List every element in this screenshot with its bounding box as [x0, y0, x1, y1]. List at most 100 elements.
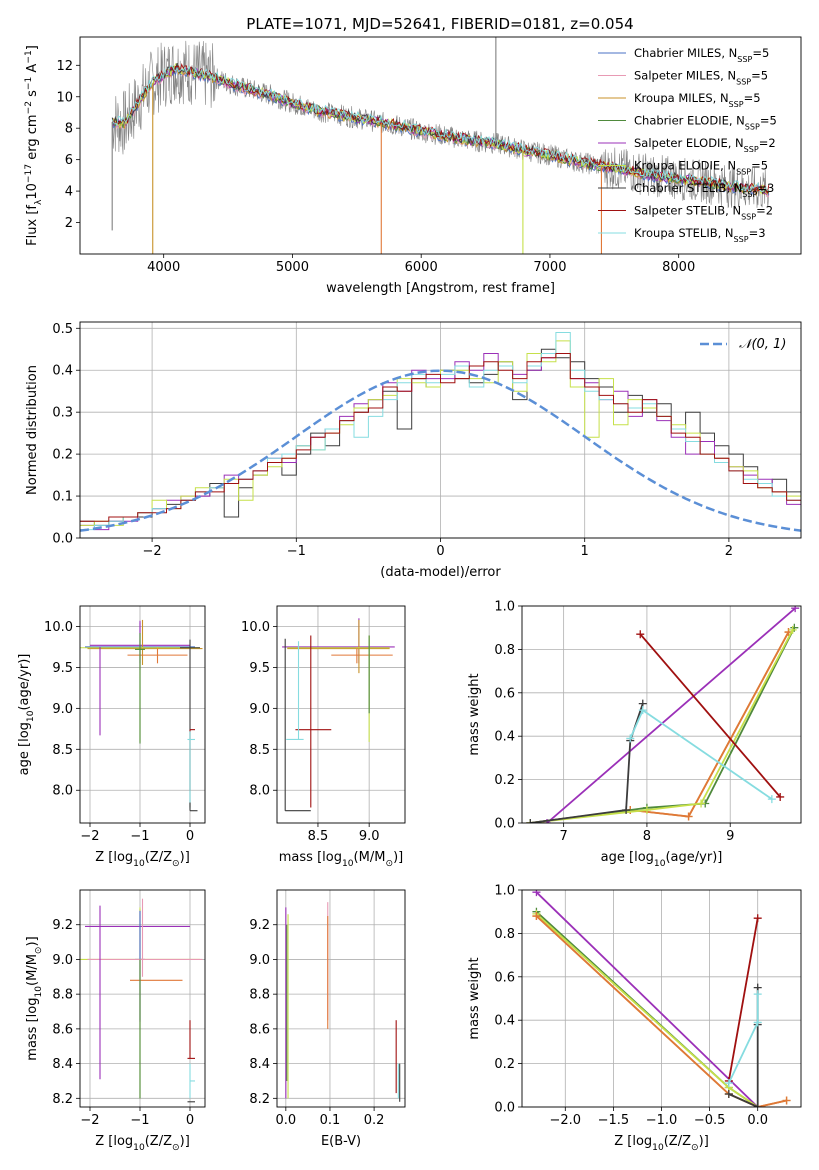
- y-tick-label: 0.3: [52, 406, 73, 421]
- weight-series-line: [535, 913, 759, 1107]
- plus-marker: [753, 990, 762, 999]
- axes-frame: [521, 889, 802, 1108]
- x-tick-label: −1: [130, 1113, 149, 1128]
- plot-area: [526, 606, 800, 823]
- axes-frame: [79, 889, 206, 1108]
- weight-series-line: [639, 633, 781, 798]
- x-tick-label: 9.0: [359, 829, 380, 844]
- x-tick-label: 0: [186, 829, 194, 844]
- x-axis-label: Z [log10(Z/Z⊙)]: [95, 850, 190, 869]
- weight-series-line: [727, 918, 759, 1082]
- y-tick-label: 12: [56, 59, 73, 74]
- y-axis-label: age [log10(age/yr)]: [17, 654, 36, 776]
- weight-series-line: [530, 631, 790, 823]
- plus-marker: [724, 1079, 733, 1088]
- x-axis-label: E(B-V): [321, 1134, 361, 1149]
- y-axis-label: Normed distribution: [25, 365, 40, 495]
- plus-marker: [636, 630, 645, 639]
- y-tick-label: 0.0: [494, 1101, 515, 1116]
- y-axis-label: mass weight: [467, 957, 482, 1039]
- weight-series-line: [530, 629, 794, 823]
- y-tick-label: 10: [56, 90, 73, 105]
- y-tick-label: 4: [65, 185, 73, 200]
- plot-area: [111, 37, 770, 254]
- weight-series-line: [535, 911, 759, 1107]
- histogram-step: [80, 353, 801, 531]
- axes-frame: [276, 605, 406, 824]
- axes-frame: [521, 605, 802, 824]
- y-tick-label: 0.6: [494, 970, 515, 985]
- mass-vs-metallicity-axes: −2 −1 0 8.2 8.4 8.6 8.8 9.0 9.2 Z [log10(Z/Z⊙)] ma…: [25, 889, 206, 1153]
- weight-series-line: [727, 994, 759, 1084]
- x-tick-label: −1: [287, 544, 306, 559]
- y-tick-label: 0.2: [52, 448, 73, 463]
- x-tick-label: −0.5: [694, 1113, 726, 1128]
- mass-vs-ebv-axes: 0.0 0.1 0.2 8.2 8.4 8.6 8.8 9.0 9.2 E(B-V): [249, 889, 406, 1149]
- y-tick-label: 10.0: [241, 620, 270, 635]
- model-spectrum-kroupa-stelib: [111, 65, 769, 192]
- plot-area: [80, 898, 203, 1103]
- y-tick-label: 0.4: [494, 1014, 515, 1029]
- y-tick-label: 10.0: [44, 620, 73, 635]
- x-tick-label: 7: [560, 829, 568, 844]
- plus-marker: [532, 912, 541, 921]
- y-axis-label: mass [log10(M/M⊙)]: [25, 936, 44, 1060]
- x-tick-label: 8000: [662, 260, 695, 275]
- axes-frame: [276, 889, 406, 1108]
- y-tick-label: 8.8: [249, 988, 270, 1003]
- y-tick-label: 9.0: [249, 702, 270, 717]
- y-tick-label: 8.2: [52, 1092, 73, 1107]
- x-tick-label: 0.0: [747, 1113, 768, 1128]
- residuals-axes: −2 −1 0 1 2 0.0 0.1 0.2 0.3 0.4 0.5 (data-model)/er…: [25, 321, 802, 580]
- plus-marker: [753, 914, 762, 923]
- plus-marker: [776, 792, 785, 801]
- plus-marker: [532, 890, 541, 897]
- plus-marker: [753, 1018, 762, 1027]
- y-tick-label: 8.2: [249, 1092, 270, 1107]
- y-tick-label: 9.2: [249, 918, 270, 933]
- plus-marker: [767, 795, 776, 804]
- legend-label: Salpeter MILES, NSSP=5: [634, 69, 768, 87]
- x-tick-label: 8: [643, 829, 651, 844]
- axes-frame: [79, 321, 802, 539]
- y-tick-label: 0.5: [52, 322, 73, 337]
- y-tick-label: 8.5: [52, 743, 73, 758]
- weight-series-line: [535, 891, 759, 1107]
- x-tick-label: −2: [80, 1113, 99, 1128]
- spectrum-legend: Chabrier MILES, NSSP=5 Salpeter MILES, NS…: [598, 46, 777, 244]
- y-tick-label: 8.4: [249, 1057, 270, 1072]
- y-tick-label: 8.6: [249, 1022, 270, 1037]
- age-vs-metallicity-axes: −2 −1 0 8.0 8.5 9.0 9.5 10.0 Z [log10(Z/Z⊙)] age …: [17, 605, 206, 869]
- spectrum-axes: 4000 5000 6000 7000 8000 2 4 6 8 10 12 wavelength […: [24, 36, 802, 296]
- model-spectrum-salpeter-stelib: [111, 63, 770, 194]
- y-tick-label: 1.0: [494, 600, 515, 615]
- plus-marker: [753, 1103, 762, 1107]
- normal-curve-line: [80, 369, 801, 532]
- legend-label: Salpeter STELIB, NSSP=2: [634, 204, 773, 222]
- axes-frame: [79, 605, 206, 824]
- y-tick-label: 8.8: [52, 988, 73, 1003]
- weight-series-line: [728, 987, 759, 1107]
- x-tick-label: −2: [80, 829, 99, 844]
- x-tick-label: −1.0: [646, 1113, 678, 1128]
- legend-label: Chabrier STELIB, NSSP=3: [634, 181, 774, 199]
- weight-series-line: [530, 703, 644, 823]
- plus-marker: [791, 606, 800, 613]
- plus-marker: [697, 799, 706, 808]
- plus-marker: [782, 1096, 791, 1105]
- weight-series-line: [546, 607, 796, 823]
- y-tick-label: 0.4: [494, 730, 515, 745]
- x-tick-label: 7000: [533, 260, 566, 275]
- mass-weight-vs-age-axes: 7 8 9 0.0 0.2 0.4 0.6 0.8 1.0 age [log10(age/yr)]…: [467, 600, 802, 869]
- plot-area: [285, 902, 401, 1102]
- x-tick-label: 2: [725, 544, 733, 559]
- x-tick-label: 5000: [276, 260, 309, 275]
- legend-label: Chabrier MILES, NSSP=5: [634, 46, 769, 64]
- y-axis-label: mass weight: [467, 673, 482, 755]
- x-tick-label: 0: [186, 1113, 194, 1128]
- y-tick-label: 6: [65, 153, 73, 168]
- y-tick-label: 8.5: [249, 743, 270, 758]
- x-tick-label: −1: [130, 829, 149, 844]
- x-tick-label: 0: [436, 544, 444, 559]
- y-tick-label: 1.0: [494, 884, 515, 899]
